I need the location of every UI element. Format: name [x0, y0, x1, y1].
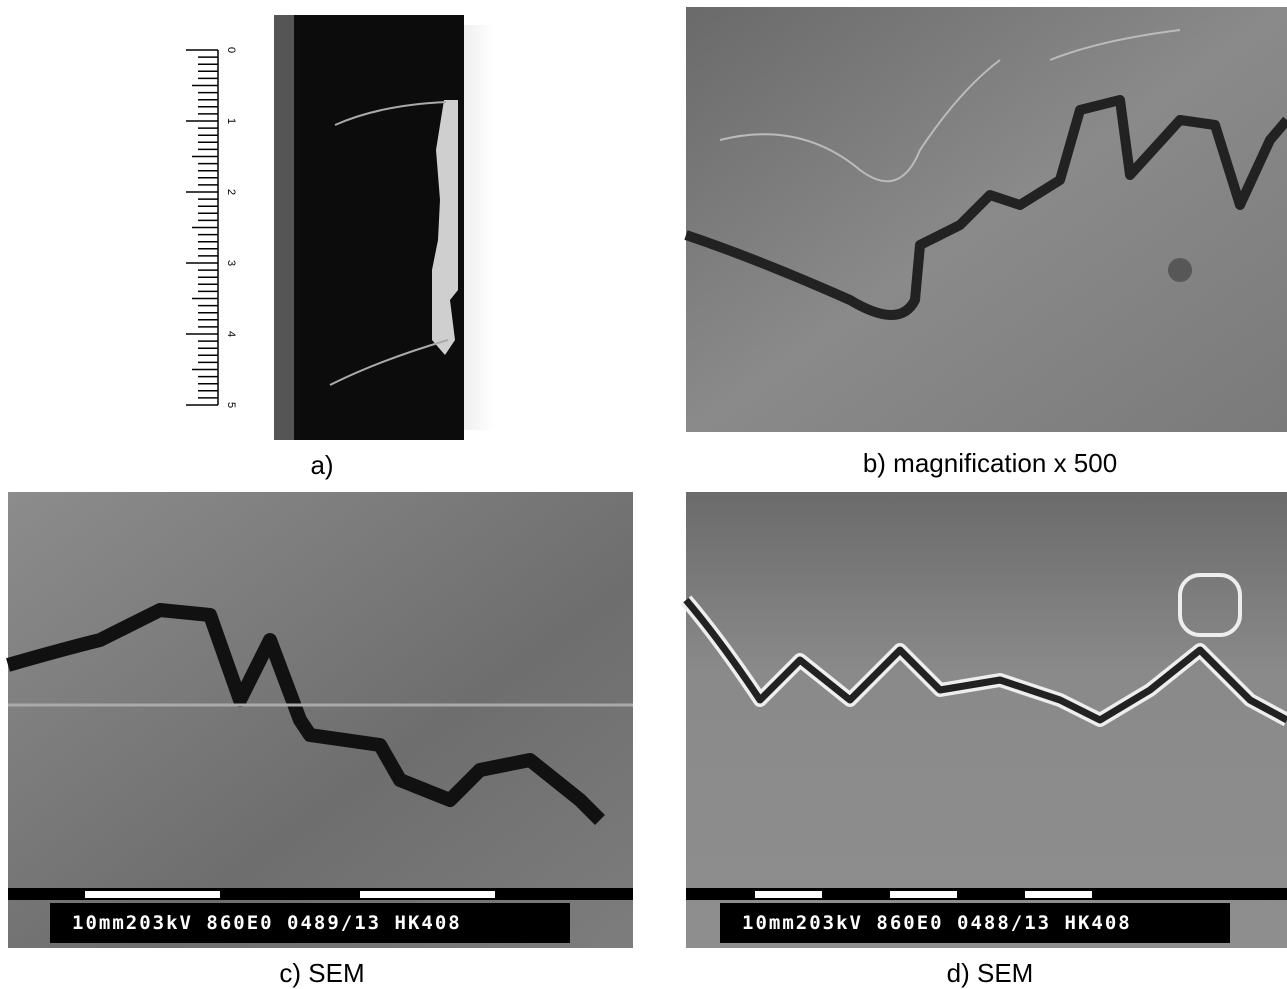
ruler-label: 5	[225, 402, 237, 408]
caption: b) magnification x 500	[863, 448, 1117, 478]
scale-bar	[360, 891, 495, 898]
ruler-label: 3	[225, 260, 237, 266]
spot	[1168, 258, 1192, 282]
databar: 10mm203kV 860E0 0488/13 HK408	[742, 912, 1132, 934]
caption: c) SEM	[279, 958, 364, 988]
scale-bar	[1025, 891, 1092, 898]
scale-bar	[890, 891, 957, 898]
scale-bar	[755, 891, 822, 898]
scale-bar	[85, 891, 220, 898]
caption: d) SEM	[947, 958, 1034, 988]
panel-a: 0 1 2 3 4 5 a)	[186, 15, 495, 480]
ruler-label: 2	[225, 189, 237, 195]
micrograph	[8, 492, 633, 948]
caption: a)	[310, 450, 333, 480]
panel-d: 10mm203kV 860E0 0488/13 HK408 d) SEM	[686, 492, 1287, 988]
panel-b: b) magnification x 500	[686, 7, 1287, 478]
ruler-label: 0	[225, 47, 237, 53]
ruler-label: 1	[225, 118, 237, 124]
figure: 0 1 2 3 4 5 a) b) magnification x 500 10mm203…	[0, 0, 1287, 989]
databar: 10mm203kV 860E0 0489/13 HK408	[72, 912, 462, 934]
specimen	[274, 15, 464, 440]
ruler-label: 4	[225, 331, 237, 337]
specimen-edge	[274, 15, 294, 440]
panel-c: 10mm203kV 860E0 0489/13 HK408 c) SEM	[8, 492, 633, 988]
ruler: 0 1 2 3 4 5	[186, 47, 237, 408]
micrograph	[686, 492, 1287, 948]
